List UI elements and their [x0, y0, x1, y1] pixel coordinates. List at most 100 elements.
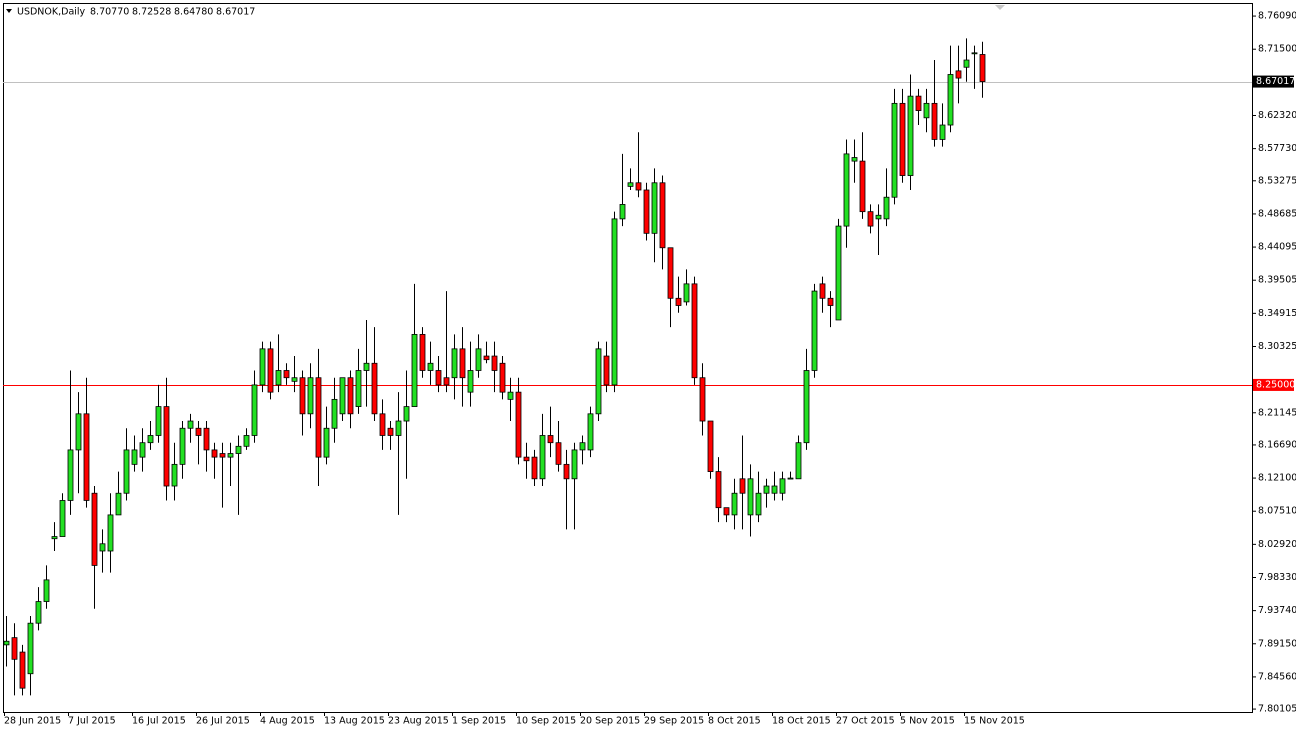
candle-body	[267, 348, 274, 393]
candle-body	[923, 102, 930, 119]
candle-body	[419, 333, 426, 371]
y-tick-label: 8.07510	[1258, 506, 1296, 517]
candle-body	[219, 453, 226, 458]
candle-body	[443, 377, 450, 386]
candle-body	[731, 492, 738, 516]
candle-body	[139, 442, 146, 458]
y-tick-label: 7.80105	[1258, 704, 1296, 715]
candle-body	[251, 384, 258, 436]
candle-body	[515, 391, 522, 458]
plot-frame	[3, 3, 1253, 713]
candle-body	[555, 442, 562, 465]
candle-body	[643, 189, 650, 234]
candle-body	[371, 362, 378, 415]
chart-title: USDNOK,Daily	[17, 7, 86, 18]
candle-body	[243, 435, 250, 447]
y-tick-label: 8.53275	[1258, 175, 1296, 186]
info-label: 8.70770	[90, 7, 129, 18]
candle-body	[699, 377, 706, 422]
candle-body	[411, 333, 418, 407]
candle-body	[827, 297, 834, 306]
candle-body	[483, 355, 490, 361]
candle-body	[627, 182, 634, 187]
candle-body	[467, 370, 474, 393]
candle-body	[779, 478, 786, 494]
candle-body	[835, 225, 842, 321]
candle-body	[347, 377, 354, 415]
candle-body	[635, 182, 642, 191]
candle-body	[979, 54, 986, 82]
candle-body	[59, 500, 66, 537]
candle-body	[395, 420, 402, 436]
candle-body	[571, 449, 578, 480]
candle-body	[227, 453, 234, 458]
candle-body	[187, 420, 194, 429]
candle-body	[651, 182, 658, 234]
y-tick-label: 8.21145	[1258, 407, 1296, 418]
candle-body	[523, 456, 530, 462]
candle-body	[531, 456, 538, 480]
candle-body	[883, 196, 890, 220]
candle-body	[547, 435, 554, 444]
candle-body	[43, 579, 50, 602]
candle-body	[211, 449, 218, 458]
y-tick-label: 8.34915	[1258, 308, 1296, 319]
price-label-box	[1253, 75, 1294, 88]
candle-body	[115, 492, 122, 516]
candle-body	[435, 370, 442, 386]
candle-body	[35, 601, 42, 624]
candle-body	[427, 362, 434, 371]
candle-body	[83, 413, 90, 501]
info-label: 8.67017	[216, 7, 255, 18]
candle-body	[811, 290, 818, 371]
x-tick-label: 15 Nov 2015	[964, 716, 1025, 727]
candle-body	[539, 435, 546, 480]
candle-body	[283, 370, 290, 379]
candle-body	[67, 449, 74, 501]
candle-body	[659, 182, 666, 249]
y-tick-label: 8.48685	[1258, 208, 1296, 219]
x-tick-label: 20 Sep 2015	[580, 716, 640, 727]
y-tick-label: 8.44095	[1258, 242, 1296, 253]
candle-body	[867, 211, 874, 227]
candle-body	[755, 492, 762, 516]
candle-body	[819, 283, 826, 299]
candle-body	[499, 362, 506, 393]
candle-body	[955, 70, 962, 79]
y-tick-label: 8.76090	[1258, 11, 1296, 22]
x-tick-label: 18 Oct 2015	[772, 716, 831, 727]
y-tick-label: 8.71500	[1258, 44, 1296, 55]
candle-body	[235, 445, 242, 454]
candle-body	[3, 640, 10, 646]
candle-body	[595, 348, 602, 415]
x-tick-label: 7 Jul 2015	[68, 716, 116, 727]
candle-body	[691, 283, 698, 379]
candle-body	[91, 492, 98, 566]
candle-body	[611, 218, 618, 386]
candle-body	[971, 52, 978, 55]
candle-body	[291, 377, 298, 382]
candle-body	[339, 377, 346, 415]
candle-body	[163, 406, 170, 487]
candle-body	[747, 478, 754, 516]
candle-body	[587, 413, 594, 451]
candle-body	[387, 427, 394, 436]
candle-body	[675, 297, 682, 306]
y-tick-label: 7.84560	[1258, 671, 1296, 682]
candle-body	[75, 413, 82, 451]
candle-body	[507, 391, 514, 400]
candle-body	[907, 95, 914, 176]
candle-body	[123, 449, 130, 494]
price-label: 8.67017	[1256, 76, 1295, 87]
chart-shift-marker	[995, 5, 1005, 10]
x-tick-label: 23 Aug 2015	[388, 716, 449, 727]
candle-body	[939, 124, 946, 140]
candle-body	[763, 485, 770, 494]
x-tick-label: 10 Sep 2015	[516, 716, 576, 727]
y-tick-label: 8.39505	[1258, 275, 1296, 286]
y-tick-label: 8.16690	[1258, 439, 1296, 450]
candle-body	[451, 348, 458, 379]
candle-body	[739, 478, 746, 494]
candle-body	[459, 348, 466, 379]
